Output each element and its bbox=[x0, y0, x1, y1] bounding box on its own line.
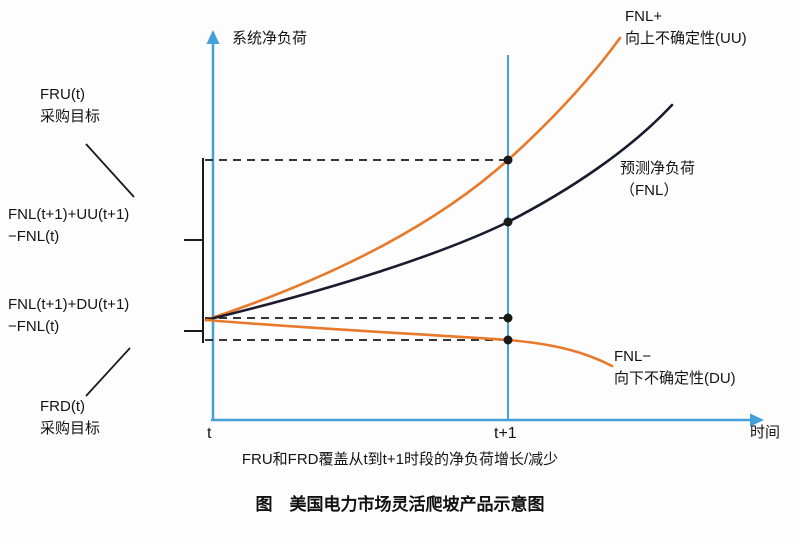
figure-note: FRU和FRD覆盖从t到t+1时段的净负荷增长/减少 bbox=[241, 451, 559, 468]
x-axis-arrow bbox=[750, 413, 764, 427]
uu-formula-label: FNL(t+1)+UU(t+1) −FNL(t) bbox=[8, 204, 129, 248]
point-forecast bbox=[503, 217, 513, 227]
upper-curve-label: FNL+ 向上不确定性(UU) bbox=[625, 6, 747, 50]
y-axis-arrow bbox=[206, 30, 220, 44]
du-formula-line2: −FNL(t) bbox=[8, 318, 60, 335]
du-formula-label: FNL(t+1)+DU(t+1) −FNL(t) bbox=[8, 294, 129, 338]
point-fnl-t bbox=[503, 313, 513, 323]
lower-curve-label-line2: 向下不确定性(DU) bbox=[614, 370, 736, 387]
x-tick-t: t bbox=[207, 425, 212, 442]
upper-curve-label-line2: 向上不确定性(UU) bbox=[625, 30, 747, 47]
forecast-curve-label-line2: （FNL） bbox=[620, 182, 679, 199]
x-axis-label: 时间 bbox=[750, 424, 781, 441]
fru-pointer-line bbox=[85, 143, 135, 198]
forecast-curve-label: 预测净负荷 （FNL） bbox=[620, 158, 695, 202]
frd-target-label-line1: FRD(t) bbox=[40, 398, 85, 415]
lower-curve-label: FNL− 向下不确定性(DU) bbox=[614, 346, 736, 390]
uu-formula-line2: −FNL(t) bbox=[8, 228, 60, 245]
point-lower bbox=[503, 335, 513, 345]
forecast-curve-label-line1: 预测净负荷 bbox=[620, 160, 696, 177]
x-tick-t-plus-1: t+1 bbox=[494, 425, 517, 442]
fru-target-label: FRU(t) 采购目标 bbox=[40, 84, 100, 128]
du-formula-line1: FNL(t+1)+DU(t+1) bbox=[8, 296, 130, 313]
lower-curve-label-line1: FNL− bbox=[614, 348, 652, 365]
figure-caption: 图 美国电力市场灵活爬坡产品示意图 bbox=[255, 495, 545, 514]
forecast-curve bbox=[204, 103, 674, 322]
fru-target-label-line1: FRU(t) bbox=[40, 86, 85, 103]
frd-target-label: FRD(t) 采购目标 bbox=[40, 396, 100, 440]
upper-uncertainty-curve bbox=[204, 36, 622, 322]
fru-target-label-line2: 采购目标 bbox=[40, 108, 101, 125]
upper-curve-label-line1: FNL+ bbox=[625, 8, 663, 25]
frd-target-label-line2: 采购目标 bbox=[40, 420, 101, 437]
y-axis-label: 系统净负荷 bbox=[232, 30, 308, 47]
uu-formula-line1: FNL(t+1)+UU(t+1) bbox=[8, 206, 130, 223]
lower-uncertainty-curve bbox=[204, 318, 614, 368]
point-upper bbox=[503, 155, 513, 165]
frd-pointer-line bbox=[85, 347, 131, 397]
